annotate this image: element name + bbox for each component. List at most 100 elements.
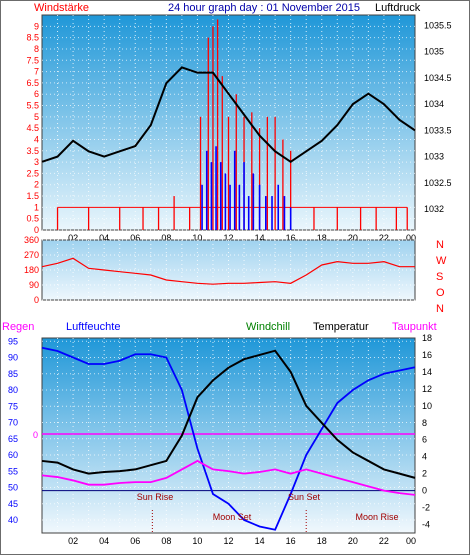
- moon-set-label: Moon Set: [213, 512, 252, 522]
- direction-tick-label: 360: [24, 235, 39, 245]
- humidity-tick-label: 60: [8, 450, 18, 460]
- hour-tick-label: 06: [130, 536, 140, 546]
- hour-tick-label: 08: [161, 536, 171, 546]
- hour-tick-label: 16: [286, 233, 296, 243]
- humidity-tick-label: 70: [8, 418, 18, 428]
- temp-humidity-hour-ticks: 02 04 06 08 10 12 14 16 18 20 22 00: [68, 536, 416, 546]
- direction-tick-label: 90: [29, 280, 39, 290]
- wind-pressure-series: [41, 19, 416, 230]
- graph-title: 24 hour graph day : 01 November 2015: [168, 2, 360, 14]
- sun-rise-label: Sun Rise: [137, 492, 174, 502]
- hour-tick-label: 10: [192, 233, 202, 243]
- hour-tick-label: 02: [68, 536, 78, 546]
- hour-tick-label: 22: [379, 536, 389, 546]
- temperature-tick-label: -4: [422, 520, 430, 530]
- wind-tick-label: 0.5: [26, 214, 39, 224]
- hour-tick-label: 18: [317, 536, 327, 546]
- temperature-line: [41, 349, 416, 479]
- hour-tick-label: 06: [130, 233, 140, 243]
- hour-tick-label: 16: [286, 536, 296, 546]
- hour-tick-label: 18: [317, 233, 327, 243]
- pressure-tick-label: 1033: [424, 152, 444, 162]
- pressure-tick-label: 1034: [424, 99, 444, 109]
- temperature-tick-label: 0: [422, 486, 427, 496]
- rain-zero-label: 0: [33, 430, 38, 440]
- temperature-axis-ticks: -4 -2 0 2 4 6 8 10 12 14 16 18: [422, 333, 432, 530]
- legend-windchill: Windchill: [246, 321, 290, 333]
- wind-axis-title: Windstärke: [34, 2, 89, 14]
- direction-tick-label: 0: [34, 295, 39, 305]
- humidity-line: [41, 346, 416, 531]
- pressure-tick-label: 1032: [424, 204, 444, 214]
- temperature-tick-label: 12: [422, 384, 432, 394]
- wind-tick-label: 1.5: [26, 191, 39, 201]
- hour-tick-label: 00: [406, 233, 416, 243]
- temperature-tick-label: 16: [422, 350, 432, 360]
- compass-label: N: [436, 303, 444, 315]
- wind-tick-label: 3.5: [26, 146, 39, 156]
- temperature-tick-label: 2: [422, 469, 427, 479]
- wind-tick-label: 2.5: [26, 168, 39, 178]
- wind-axis-ticks: 00.5 11.52 2.533.5 44.555.5 66.57 7.588.5 9: [26, 21, 39, 235]
- temperature-tick-label: -2: [422, 503, 430, 513]
- wind-tick-label: 0: [34, 225, 39, 235]
- hour-tick-label: 22: [379, 233, 389, 243]
- wind-tick-label: 8: [34, 44, 39, 54]
- wind-tick-label: 3: [34, 157, 39, 167]
- hour-tick-label: 12: [223, 233, 233, 243]
- sun-set-label: Sun Set: [288, 492, 321, 502]
- hour-tick-label: 08: [161, 233, 171, 243]
- pressure-tick-label: 1032.5: [424, 178, 452, 188]
- pressure-line: [41, 66, 416, 164]
- humidity-tick-label: 55: [8, 466, 18, 476]
- wind-direction-series: [41, 257, 415, 285]
- wind-tick-label: 1: [34, 202, 39, 212]
- hour-tick-label: 12: [223, 536, 233, 546]
- legend-taupunkt: Taupunkt: [392, 321, 437, 333]
- wind-tick-label: 7.5: [26, 55, 39, 65]
- hour-tick-label: 02: [68, 233, 78, 243]
- temperature-tick-label: 6: [422, 435, 427, 445]
- humidity-axis-ticks: 40 45 50 55 60 65 70 75 80 85 90 95: [8, 336, 18, 525]
- legend-regen: Regen: [2, 321, 34, 333]
- hour-tick-label: 04: [99, 536, 109, 546]
- direction-tick-label: 180: [24, 265, 39, 275]
- humidity-tick-label: 85: [8, 369, 18, 379]
- pressure-axis-ticks: 1032 1032.5 1033 1033.5 1034 1034.5 1035 1035.5: [424, 20, 452, 214]
- compass-label: O: [436, 287, 445, 299]
- hour-tick-label: 14: [255, 233, 265, 243]
- wind-tick-label: 4.5: [26, 123, 39, 133]
- wind-pressure-hour-ticks: 02 04 06 08 10 12 14 16 18 20 22 00: [68, 233, 416, 243]
- wind-tick-label: 5: [34, 112, 39, 122]
- wind-direction-line: [41, 257, 415, 285]
- pressure-tick-label: 1035.5: [424, 20, 452, 30]
- wind-direction-axis-ticks: 0 90 180 270 360: [24, 235, 39, 305]
- legend-luftfeuchte: Luftfeuchte: [66, 321, 120, 333]
- humidity-tick-label: 90: [8, 353, 18, 363]
- temperature-tick-label: 4: [422, 452, 427, 462]
- humidity-tick-label: 80: [8, 385, 18, 395]
- pressure-tick-label: 1034.5: [424, 73, 452, 83]
- humidity-tick-label: 40: [8, 515, 18, 525]
- temperature-tick-label: 10: [422, 401, 432, 411]
- hour-tick-label: 14: [255, 536, 265, 546]
- hour-tick-label: 10: [192, 536, 202, 546]
- dewpoint-line: [41, 459, 416, 496]
- temperature-tick-label: 14: [422, 367, 432, 377]
- hour-tick-label: 20: [348, 536, 358, 546]
- pressure-axis-title: Luftdruck: [375, 2, 421, 14]
- humidity-tick-label: 95: [8, 336, 18, 346]
- temperature-tick-label: 8: [422, 418, 427, 428]
- wind-tick-label: 5.5: [26, 101, 39, 111]
- wind-tick-label: 7: [34, 67, 39, 77]
- wind-tick-label: 8.5: [26, 33, 39, 43]
- wind-tick-label: 2: [34, 180, 39, 190]
- temp-humidity-series: [41, 346, 416, 531]
- humidity-tick-label: 65: [8, 434, 18, 444]
- legend-temperatur: Temperatur: [313, 321, 369, 333]
- wind-tick-label: 4: [34, 134, 39, 144]
- hour-tick-label: 00: [406, 536, 416, 546]
- compass-label: N: [436, 239, 444, 251]
- pressure-tick-label: 1035: [424, 47, 444, 57]
